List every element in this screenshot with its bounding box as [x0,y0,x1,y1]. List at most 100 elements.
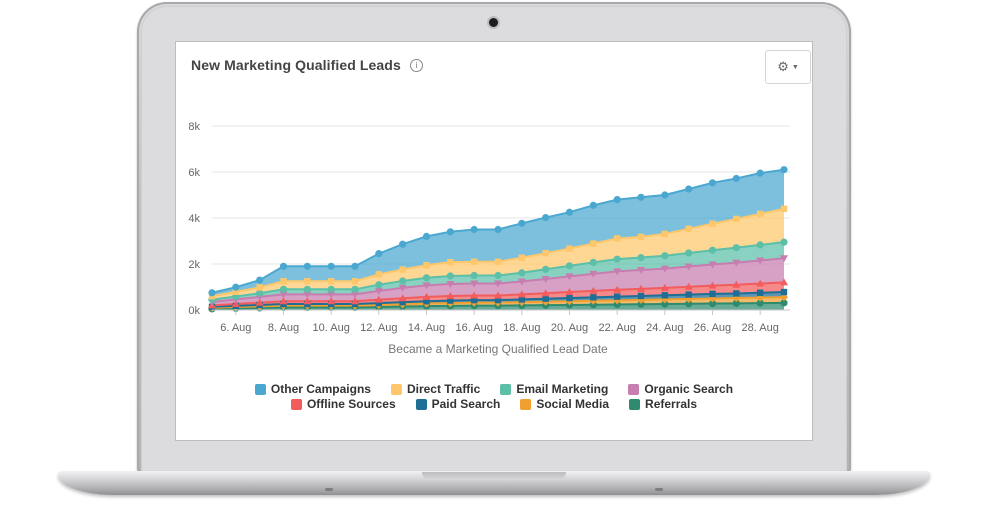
data-point-direct-traffic [256,284,263,291]
x-tick-label: 18. Aug [503,322,540,334]
data-point-paid-search [423,298,430,305]
data-point-other-campaigns [637,193,645,201]
data-point-paid-search [399,298,406,306]
data-point-organic-search [446,281,455,289]
legend-item-other-campaigns[interactable]: Other Campaigns [254,382,371,396]
data-point-direct-traffic [780,205,788,212]
data-point-offline-sources [398,294,407,302]
data-point-referrals [708,299,717,308]
data-point-direct-traffic [351,278,359,285]
data-point-email-marketing [446,272,454,280]
data-point-organic-search [708,261,717,269]
data-point-offline-sources [780,278,788,286]
page-title: New Marketing Qualified Leads [191,57,401,73]
y-tick-label: 2k [188,259,200,271]
data-point-organic-search [351,291,359,299]
legend-item-social-media[interactable]: Social Media [520,397,609,411]
data-point-other-campaigns [351,262,359,270]
data-point-paid-search [590,294,597,301]
data-point-offline-sources [446,291,455,299]
data-point-email-marketing [780,238,788,246]
data-point-direct-traffic [590,240,597,247]
data-point-other-campaigns [494,225,502,234]
laptop-notch [422,472,566,480]
data-point-organic-search [517,278,526,286]
data-point-offline-sources [422,292,431,300]
data-point-organic-search [327,291,336,299]
data-point-other-campaigns [589,201,597,209]
x-tick-label: 16. Aug [456,322,493,334]
y-tick-label: 8k [188,121,200,133]
data-point-referrals [661,300,669,308]
data-point-direct-traffic [685,225,692,233]
legend-label: Direct Traffic [406,382,481,396]
info-icon[interactable]: i [410,59,423,72]
data-point-organic-search [684,263,693,271]
data-point-email-marketing [637,253,645,262]
data-point-other-campaigns [208,289,216,297]
data-point-direct-traffic [518,254,526,261]
data-point-organic-search [374,287,383,295]
legend-label: Email Marketing [516,382,609,396]
data-point-direct-traffic [494,258,502,265]
data-point-email-marketing [399,277,407,285]
x-tick-label: 24. Aug [646,322,683,334]
data-point-paid-search [613,293,621,300]
data-point-other-campaigns [256,276,264,284]
data-point-organic-search [637,266,645,274]
data-point-email-marketing [518,269,526,277]
data-point-offline-sources [637,284,645,292]
legend-swatch [390,383,402,395]
legend-item-organic-search[interactable]: Organic Search [628,382,733,396]
x-tick-label: 20. Aug [551,322,588,334]
data-point-other-campaigns [780,166,788,174]
settings-button[interactable]: ⚙ ▼ [765,50,811,84]
camera-icon [489,18,498,27]
data-point-paid-search [709,290,716,298]
x-tick-label: 12. Aug [360,322,397,334]
legend-item-referrals[interactable]: Referrals [629,397,697,411]
data-point-direct-traffic [327,278,335,285]
legend-item-offline-sources[interactable]: Offline Sources [290,397,396,411]
x-tick-label: 28. Aug [742,322,779,334]
data-point-organic-search [541,275,550,283]
data-point-paid-search [685,291,692,298]
data-point-offline-sources [231,300,240,308]
data-point-direct-traffic [661,230,669,238]
legend-item-paid-search[interactable]: Paid Search [415,397,501,411]
data-point-paid-search [494,296,502,304]
data-point-email-marketing [303,285,311,293]
data-point-offline-sources [541,289,550,297]
data-point-other-campaigns [399,240,407,248]
legend-label: Organic Search [644,382,734,396]
data-point-direct-traffic [470,258,478,265]
data-point-email-marketing [351,285,359,293]
data-point-direct-traffic [542,249,549,257]
data-point-other-campaigns [732,174,740,183]
data-point-organic-search [279,291,288,299]
y-tick-label: 0k [188,305,200,317]
data-point-direct-traffic [399,266,406,273]
legend-item-direct-traffic[interactable]: Direct Traffic [390,382,481,396]
data-point-direct-traffic [232,288,240,296]
data-point-email-marketing [422,274,431,282]
data-point-other-campaigns [613,196,621,204]
legend-label: Paid Search [431,397,501,411]
data-point-paid-search [470,296,478,304]
y-tick-label: 4k [188,213,200,225]
data-point-other-campaigns [303,262,311,270]
data-point-referrals [780,299,788,307]
data-point-direct-traffic [613,235,621,242]
data-point-email-marketing [589,258,597,266]
data-point-offline-sources [327,297,336,305]
data-point-email-marketing [279,285,288,293]
data-point-organic-search [398,284,407,292]
legend-swatch [290,398,302,410]
legend-item-email-marketing[interactable]: Email Marketing [500,382,608,396]
legend-label: Social Media [536,397,610,411]
data-point-paid-search [566,294,573,302]
data-point-direct-traffic [637,233,645,241]
chevron-down-icon: ▼ [791,63,799,71]
legend-swatch [520,398,532,410]
data-point-offline-sources [470,291,479,299]
